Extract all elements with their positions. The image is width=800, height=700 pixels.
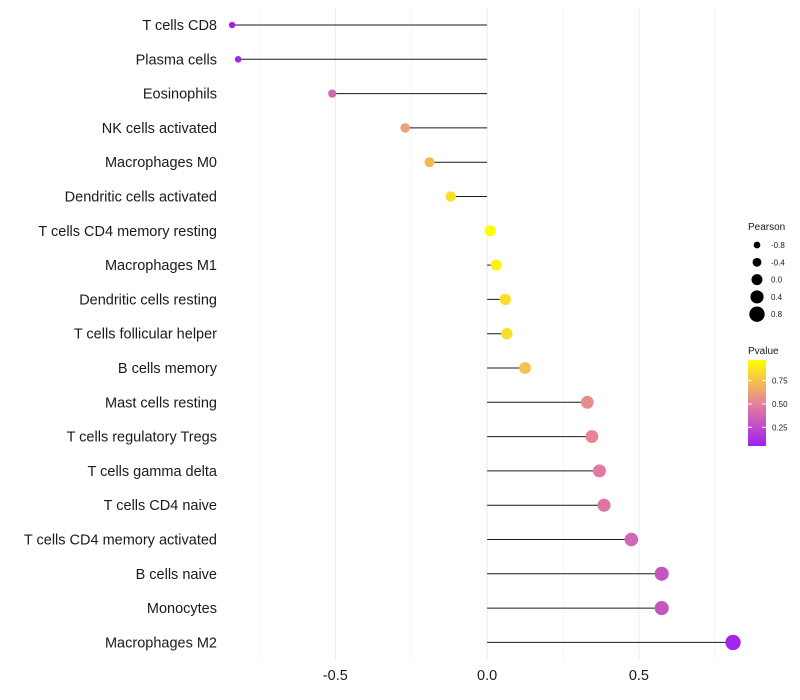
dot-17 [654, 601, 669, 616]
y-label-3: NK cells activated [102, 121, 217, 137]
dot-13 [592, 464, 606, 478]
y-label-8: Dendritic cells resting [79, 292, 217, 308]
y-label-15: T cells CD4 memory activated [24, 533, 217, 549]
dot-1 [234, 56, 242, 63]
dot-6 [484, 225, 496, 237]
legend-pvalue-title: Pvalue [748, 346, 779, 357]
y-label-9: T cells follicular helper [74, 327, 217, 343]
dot-14 [597, 498, 611, 512]
y-label-17: Monocytes [147, 601, 217, 617]
colorbar-label-0: 0.75 [772, 377, 788, 386]
dot-16 [654, 566, 669, 581]
x-axis-tick-labels: -0.5 0.0 0.5 [323, 668, 649, 684]
y-label-0: T cells CD8 [142, 18, 217, 34]
legend-size-key-2 [751, 274, 763, 286]
y-label-4: Macrophages M0 [105, 155, 217, 171]
y-label-5: Dendritic cells activated [65, 190, 217, 206]
x-tick-label-0: -0.5 [323, 668, 348, 684]
legend-pearson-title: Pearson [748, 222, 785, 233]
x-tick-label-2: 0.5 [629, 668, 649, 684]
y-label-2: Eosinophils [143, 87, 217, 103]
y-label-13: T cells gamma delta [88, 464, 218, 480]
dot-0 [228, 21, 236, 29]
dot-11 [580, 395, 594, 409]
dot-7 [490, 259, 502, 271]
dot-8 [499, 293, 511, 306]
legend-size-key-1 [752, 257, 762, 267]
y-label-7: Macrophages M1 [105, 258, 217, 274]
pvalue-colorbar [748, 360, 766, 446]
y-label-18: Macrophages M2 [105, 635, 217, 651]
legend-size-label-0: -0.8 [771, 241, 785, 250]
legend-size-label-3: 0.4 [771, 293, 783, 302]
colorbar-label-1: 0.50 [772, 400, 788, 409]
y-label-6: T cells CD4 memory resting [38, 224, 217, 240]
grid-lines [258, 8, 716, 660]
dot-3 [400, 123, 410, 133]
y-label-16: B cells naive [136, 567, 217, 583]
dot-5 [445, 191, 456, 202]
legend-size-key-0 [753, 241, 761, 249]
dot-4 [424, 157, 435, 168]
dot-2 [328, 89, 337, 98]
legend-size-label-1: -0.4 [771, 258, 785, 267]
y-label-12: T cells regulatory Tregs [67, 430, 217, 446]
y-label-10: B cells memory [118, 361, 218, 377]
dot-10 [519, 362, 531, 374]
x-tick-label-1: 0.0 [477, 668, 497, 684]
y-label-1: Plasma cells [136, 52, 217, 68]
dot-9 [501, 328, 513, 340]
y-axis-labels: T cells CD8 Plasma cells Eosinophils NK cel… [24, 18, 218, 651]
legend-size-label-2: 0.0 [771, 276, 783, 285]
legend-size-key-3 [750, 290, 764, 304]
legend-pearson: Pearson -0.8 -0.4 0.0 0.4 0.8 [748, 222, 785, 322]
lollipop-stems [232, 24, 734, 643]
dot-15 [624, 532, 639, 547]
colorbar-label-2: 0.25 [772, 423, 788, 432]
dot-18 [725, 634, 741, 651]
lollipop-dots [228, 21, 741, 651]
y-label-11: Mast cells resting [105, 395, 217, 411]
dot-12 [585, 430, 599, 444]
legend-size-key-4 [749, 306, 765, 322]
legend-pvalue: Pvalue 0.75 0.50 0.25 [748, 346, 788, 446]
legend-size-label-4: 0.8 [771, 310, 783, 319]
y-label-14: T cells CD4 naive [104, 498, 217, 514]
